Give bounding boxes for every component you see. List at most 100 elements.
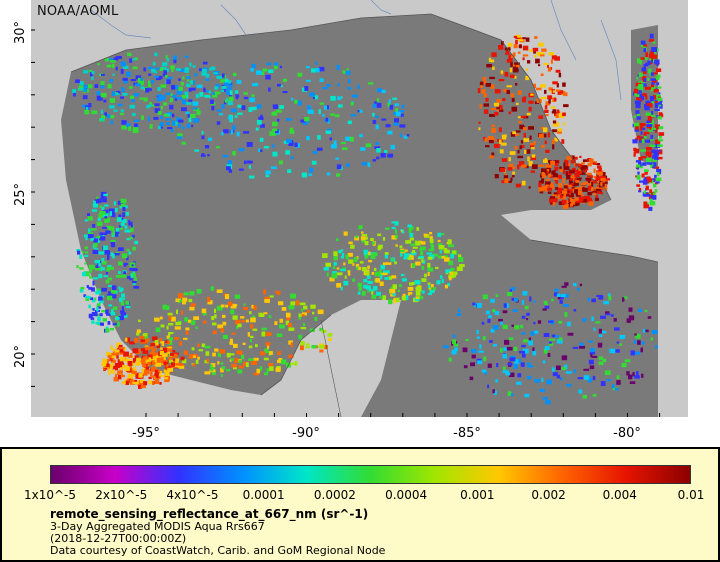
reflectance-pixel: [133, 127, 139, 132]
reflectance-pixel: [372, 252, 378, 257]
reflectance-pixel: [597, 165, 602, 169]
reflectance-pixel: [522, 291, 528, 296]
reflectance-pixel: [437, 239, 441, 243]
reflectance-pixel: [165, 74, 168, 78]
reflectance-pixel: [547, 191, 552, 194]
reflectance-pixel: [542, 175, 546, 178]
reflectance-pixel: [300, 341, 305, 346]
reflectance-pixel: [210, 364, 213, 369]
reflectance-pixel: [634, 375, 640, 379]
reflectance-pixel: [551, 367, 555, 372]
reflectance-pixel: [134, 123, 138, 128]
reflectance-pixel: [564, 312, 568, 317]
reflectance-pixel: [541, 186, 548, 190]
reflectance-pixel: [255, 127, 259, 131]
reflectance-pixel: [646, 162, 653, 165]
reflectance-pixel: [325, 130, 332, 134]
reflectance-pixel: [184, 55, 189, 58]
reflectance-pixel: [275, 290, 279, 293]
reflectance-pixel: [101, 206, 105, 210]
reflectance-pixel: [228, 82, 233, 88]
reflectance-pixel: [555, 114, 559, 118]
reflectance-pixel: [537, 320, 542, 324]
reflectance-pixel: [651, 54, 658, 60]
reflectance-pixel: [530, 170, 535, 173]
reflectance-pixel: [111, 63, 115, 69]
reflectance-pixel: [500, 321, 503, 325]
reflectance-pixel: [109, 98, 115, 103]
reflectance-pixel: [520, 115, 527, 118]
reflectance-pixel: [375, 278, 381, 283]
reflectance-pixel: [236, 325, 239, 329]
reflectance-pixel: [248, 345, 253, 349]
reflectance-pixel: [306, 310, 310, 313]
reflectance-pixel: [210, 363, 216, 368]
reflectance-pixel: [554, 112, 557, 117]
reflectance-pixel: [352, 278, 355, 282]
reflectance-pixel: [603, 300, 609, 305]
reflectance-pixel: [98, 296, 103, 301]
reflectance-pixel: [587, 162, 592, 167]
reflectance-pixel: [381, 118, 387, 121]
reflectance-pixel: [165, 55, 168, 59]
reflectance-pixel: [85, 295, 90, 298]
reflectance-pixel: [482, 336, 486, 341]
reflectance-pixel: [566, 190, 570, 193]
reflectance-pixel: [159, 338, 162, 342]
reflectance-pixel: [97, 217, 101, 221]
reflectance-pixel: [136, 361, 142, 365]
reflectance-pixel: [516, 102, 519, 105]
reflectance-pixel: [637, 135, 641, 139]
reflectance-pixel: [228, 301, 233, 306]
reflectance-pixel: [173, 55, 177, 60]
reflectance-pixel: [226, 166, 231, 171]
reflectance-pixel: [216, 109, 222, 112]
reflectance-pixel: [173, 58, 177, 64]
reflectance-pixel: [415, 241, 421, 246]
reflectance-pixel: [482, 77, 486, 82]
reflectance-pixel: [520, 324, 524, 329]
reflectance-pixel: [302, 323, 306, 327]
reflectance-pixel: [225, 98, 229, 101]
reflectance-pixel: [123, 271, 126, 275]
reflectance-pixel: [607, 293, 611, 297]
reflectance-pixel: [132, 58, 137, 61]
reflectance-pixel: [534, 55, 537, 58]
reflectance-pixel: [654, 77, 660, 80]
reflectance-pixel: [90, 297, 94, 300]
reflectance-pixel: [160, 95, 166, 101]
reflectance-pixel: [653, 58, 656, 63]
reflectance-pixel: [523, 138, 529, 142]
reflectance-pixel: [252, 328, 258, 331]
reflectance-pixel: [649, 126, 652, 131]
reflectance-pixel: [595, 163, 601, 166]
reflectance-pixel: [636, 184, 640, 187]
reflectance-pixel: [238, 148, 245, 152]
reflectance-pixel: [630, 350, 635, 356]
reflectance-pixel: [378, 244, 383, 249]
reflectance-pixel: [188, 99, 193, 102]
reflectance-pixel: [564, 282, 569, 286]
reflectance-pixel: [106, 225, 111, 229]
reflectance-pixel: [220, 89, 225, 92]
reflectance-pixel: [279, 318, 284, 323]
reflectance-pixel: [133, 285, 140, 289]
reflectance-pixel: [651, 114, 656, 118]
reflectance-pixel: [637, 113, 640, 117]
reflectance-pixel: [161, 353, 168, 357]
reflectance-pixel: [587, 180, 590, 183]
reflectance-pixel: [526, 149, 531, 154]
reflectance-pixel: [640, 123, 646, 127]
ocean-color-map[interactable]: [31, 0, 688, 417]
reflectance-pixel: [183, 350, 188, 355]
reflectance-pixel: [131, 98, 135, 103]
reflectance-pixel: [651, 149, 656, 154]
reflectance-pixel: [400, 253, 403, 257]
reflectance-pixel: [107, 114, 111, 119]
map-panel[interactable]: NOAA/AOML: [31, 0, 688, 417]
reflectance-pixel: [129, 86, 133, 89]
reflectance-pixel: [149, 102, 152, 105]
reflectance-pixel: [105, 230, 111, 234]
legend-panel: 1x10^-5 2x10^-5 4x10^-5 0.0001 0.0002 0.0004 0…: [0, 447, 720, 562]
reflectance-pixel: [420, 246, 426, 251]
